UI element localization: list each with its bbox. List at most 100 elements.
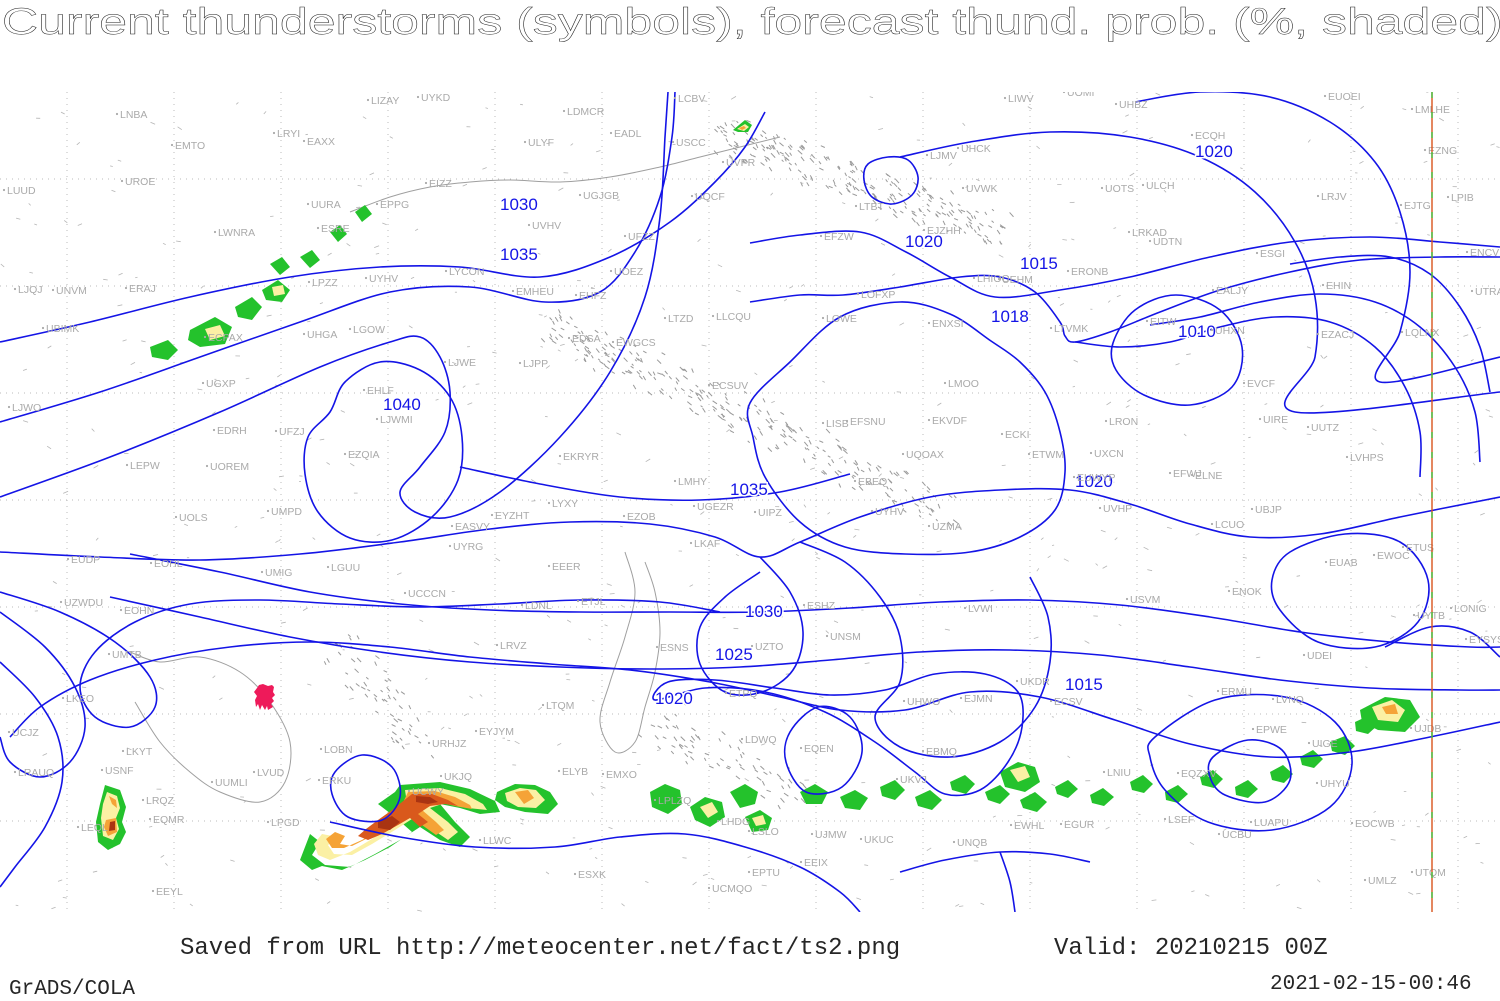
svg-text:EDRH: EDRH <box>217 425 247 437</box>
svg-text:UOEZ: UOEZ <box>614 266 644 278</box>
svg-text:UIRE: UIRE <box>1263 414 1288 426</box>
svg-text:UVWK: UVWK <box>966 183 998 195</box>
svg-text:LKAF: LKAF <box>694 538 720 550</box>
svg-text:LLCQU: LLCQU <box>716 311 751 323</box>
svg-text:EQZXV: EQZXV <box>1181 768 1217 780</box>
svg-text:UCCCN: UCCCN <box>408 588 446 600</box>
svg-text:LWNRA: LWNRA <box>218 227 255 239</box>
svg-text:EZACJ: EZACJ <box>1321 329 1354 341</box>
svg-text:LOFXP: LOFXP <box>861 289 895 301</box>
svg-text:UTRAM: UTRAM <box>1475 286 1500 298</box>
svg-text:LRAUQ: LRAUQ <box>18 767 54 779</box>
svg-text:ENXSI: ENXSI <box>932 318 964 330</box>
svg-text:UKVJ: UKVJ <box>900 774 927 786</box>
svg-text:LJWMI: LJWMI <box>380 414 413 426</box>
svg-text:UFZJ: UFZJ <box>279 426 305 438</box>
svg-text:LTBT: LTBT <box>859 201 884 213</box>
svg-text:EPTU: EPTU <box>752 867 780 879</box>
svg-text:UNSM: UNSM <box>830 631 861 643</box>
svg-text:ECPAX: ECPAX <box>208 332 243 344</box>
svg-text:ECQH: ECQH <box>1195 130 1225 142</box>
svg-text:UHYU: UHYU <box>1320 778 1350 790</box>
svg-text:URHJZ: URHJZ <box>432 738 467 750</box>
svg-text:EFSNU: EFSNU <box>850 416 886 428</box>
svg-text:UCJZ: UCJZ <box>12 727 39 739</box>
svg-text:UVHP: UVHP <box>1103 503 1132 515</box>
svg-text:EEER: EEER <box>552 561 581 573</box>
svg-text:EUDP: EUDP <box>71 554 100 566</box>
svg-text:EFZW: EFZW <box>824 231 854 243</box>
svg-text:ELYB: ELYB <box>562 766 588 778</box>
svg-text:UMLZ: UMLZ <box>1368 875 1397 887</box>
svg-text:EYJYM: EYJYM <box>479 726 514 738</box>
svg-text:LPZZ: LPZZ <box>312 277 338 289</box>
svg-text:EEIX: EEIX <box>804 857 828 869</box>
svg-text:UHBZ: UHBZ <box>1119 99 1148 111</box>
svg-text:ECSV: ECSV <box>1054 696 1083 708</box>
svg-text:EMHEU: EMHEU <box>516 286 554 298</box>
svg-text:UCMQO: UCMQO <box>712 883 752 895</box>
svg-text:ESNS: ESNS <box>660 642 689 654</box>
svg-text:EYSYS: EYSYS <box>1469 634 1500 646</box>
svg-text:UROE: UROE <box>125 176 155 188</box>
svg-text:UQCF: UQCF <box>695 191 725 203</box>
svg-text:1035: 1035 <box>500 245 538 264</box>
svg-text:LCBV: LCBV <box>678 93 705 105</box>
svg-text:LVHPS: LVHPS <box>1350 452 1384 464</box>
svg-text:UMPD: UMPD <box>271 506 302 518</box>
svg-text:UJMW: UJMW <box>815 829 847 841</box>
svg-text:USVM: USVM <box>1130 594 1160 606</box>
svg-text:EEYL: EEYL <box>156 886 183 898</box>
svg-text:EOHN: EOHN <box>124 605 154 617</box>
svg-text:EPPG: EPPG <box>380 199 409 211</box>
svg-text:LUUD: LUUD <box>7 185 36 197</box>
svg-text:LKYT: LKYT <box>126 746 153 758</box>
svg-text:ENCV: ENCV <box>1470 247 1499 259</box>
svg-text:UOTS: UOTS <box>1105 183 1134 195</box>
svg-text:LSEF: LSEF <box>1168 814 1194 826</box>
svg-text:UIGE: UIGE <box>1312 738 1338 750</box>
svg-text:UZWDU: UZWDU <box>64 597 103 609</box>
svg-text:LRQZ: LRQZ <box>146 795 175 807</box>
svg-text:EITW: EITW <box>1150 316 1176 328</box>
svg-text:UGJGB: UGJGB <box>583 190 619 202</box>
svg-text:EKVDF: EKVDF <box>932 415 967 427</box>
svg-text:ERKU: ERKU <box>322 775 351 787</box>
svg-text:ESHZ: ESHZ <box>807 600 836 612</box>
svg-text:EJMN: EJMN <box>964 693 993 705</box>
svg-text:UBJP: UBJP <box>1255 504 1282 516</box>
svg-text:UCWY: UCWY <box>412 786 444 798</box>
svg-text:ELNE: ELNE <box>1195 470 1222 482</box>
svg-text:LHDG: LHDG <box>721 816 750 828</box>
svg-text:EOHL: EOHL <box>154 558 183 570</box>
svg-text:LTQM: LTQM <box>546 700 574 712</box>
svg-text:UCBU: UCBU <box>1222 829 1252 841</box>
svg-text:UBIMK: UBIMK <box>46 323 79 335</box>
svg-text:LONIG: LONIG <box>1454 603 1487 615</box>
svg-text:EWHL: EWHL <box>1014 820 1044 832</box>
svg-text:ERMU: ERMU <box>1221 686 1252 698</box>
svg-text:UQOAX: UQOAX <box>906 449 944 461</box>
svg-text:UNVM: UNVM <box>56 285 87 297</box>
svg-text:LTVMK: LTVMK <box>1054 323 1088 335</box>
svg-text:LYCON: LYCON <box>449 266 484 278</box>
svg-text:EUAB: EUAB <box>1329 557 1358 569</box>
svg-text:UUTZ: UUTZ <box>1311 422 1340 434</box>
svg-text:EALJY: EALJY <box>1216 285 1248 297</box>
svg-text:LPGD: LPGD <box>271 817 300 829</box>
svg-text:LJWE: LJWE <box>448 357 476 369</box>
svg-text:1015: 1015 <box>1020 254 1058 273</box>
svg-text:EMXO: EMXO <box>606 769 637 781</box>
svg-text:EJZHH: EJZHH <box>927 225 961 237</box>
svg-text:LOBN: LOBN <box>324 744 353 756</box>
svg-text:ENOK: ENOK <box>1232 586 1262 598</box>
svg-text:UNQB: UNQB <box>957 837 987 849</box>
svg-text:UYRG: UYRG <box>453 541 483 553</box>
svg-text:UVHV: UVHV <box>532 220 561 232</box>
svg-text:UHWO: UHWO <box>907 696 940 708</box>
svg-text:EAXX: EAXX <box>307 136 335 148</box>
svg-text:EADL: EADL <box>614 128 642 140</box>
svg-text:EZQIA: EZQIA <box>348 449 380 461</box>
svg-text:USNF: USNF <box>105 765 134 777</box>
svg-text:1020: 1020 <box>655 689 693 708</box>
